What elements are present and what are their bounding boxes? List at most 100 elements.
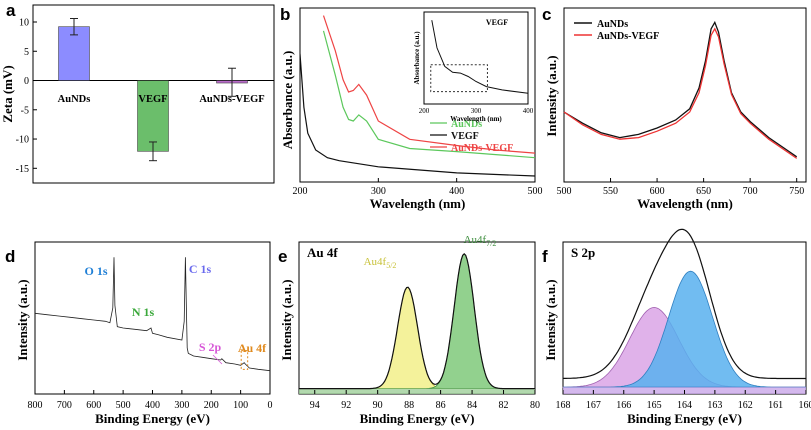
series-line	[563, 20, 798, 158]
x-tick-label: 160	[799, 400, 811, 411]
peak-label: Au4f7/2	[464, 234, 497, 248]
x-tick-label-c: 600	[650, 186, 665, 197]
peak-area	[563, 270, 806, 388]
x-tick-label-c: 750	[789, 186, 804, 197]
envelope-line	[563, 228, 806, 380]
x-tick-label: 166	[616, 400, 631, 411]
peak-annotation: N 1s	[132, 305, 155, 319]
x-axis-title-b: Wavelength (nm)	[370, 196, 466, 211]
x-tick-label: 167	[586, 400, 601, 411]
x-tick-label-d: 200	[204, 400, 219, 411]
y-axis-title-c: Intensity (a.u.)	[544, 55, 559, 136]
bar-aunds	[58, 26, 90, 81]
series-line	[563, 27, 798, 159]
panel-letter-e: e	[278, 247, 287, 266]
y-tick-label-a: -10	[16, 135, 29, 146]
x-tick-label: 86	[436, 400, 446, 411]
y-axis-title: Intensity (a.u.)	[543, 279, 558, 360]
x-tick-label-d: 400	[145, 400, 160, 411]
x-tick-label: 88	[404, 400, 414, 411]
x-tick-label: 80	[530, 400, 540, 411]
x-tick-label-c: 700	[743, 186, 758, 197]
inset-tick-label: 200	[419, 107, 430, 115]
x-tick-label: 161	[768, 400, 783, 411]
series-line-vegf	[300, 53, 535, 177]
x-tick-label: 92	[341, 400, 351, 411]
x-axis-title: Binding Energy (eV)	[627, 411, 742, 426]
peak-annotation: C 1s	[189, 262, 212, 276]
x-tick-label-d: 300	[174, 400, 189, 411]
y-tick-label-a: -5	[21, 105, 29, 116]
inset-frame	[423, 11, 529, 105]
x-tick-label-d: 800	[28, 400, 43, 411]
envelope-line	[299, 252, 535, 390]
peak-label-base: Au4f	[464, 234, 487, 246]
panel-letter-c: c	[542, 5, 551, 24]
legend-label: AuNDs-VEGF	[597, 31, 659, 42]
x-tick-label: 84	[467, 400, 477, 411]
x-tick-label-d: 100	[233, 400, 248, 411]
y-tick-label-a: -15	[16, 164, 29, 175]
baseline-band	[299, 388, 535, 394]
x-tick-label: 90	[373, 400, 383, 411]
x-tick-label: 163	[707, 400, 722, 411]
panel-title: S 2p	[571, 245, 595, 260]
x-tick-label: 165	[647, 400, 662, 411]
x-tick-label-d: 700	[57, 400, 72, 411]
x-tick-label: 168	[556, 400, 571, 411]
panel-title: Au 4f	[307, 245, 338, 260]
legend-label: AuNDs	[451, 119, 482, 130]
panel-letter-a: a	[6, 1, 16, 20]
inset-title: VEGF	[486, 18, 508, 27]
y-tick-label-a: 0	[24, 76, 29, 87]
plot-frame-b	[299, 7, 536, 183]
x-tick-label-d: 500	[116, 400, 131, 411]
inset-tick-label: 400	[523, 107, 534, 115]
y-axis-title: Intensity (a.u.)	[279, 279, 294, 360]
series-line-aunds-vegf	[322, 15, 535, 154]
legend-label: AuNDs	[597, 19, 628, 30]
survey-line	[34, 257, 271, 372]
panel-letter-d: d	[5, 247, 15, 266]
peak-label: Au4f5/2	[364, 256, 397, 270]
x-tick-label-b: 500	[528, 186, 543, 197]
bar-vegf	[137, 80, 169, 152]
x-tick-label-c: 650	[696, 186, 711, 197]
peak-annotation: O 1s	[84, 264, 107, 278]
x-tick-label-d: 0	[268, 400, 273, 411]
peak-area	[299, 286, 535, 389]
x-tick-label-b: 300	[371, 186, 386, 197]
y-axis-title-b: Absorbance (a.u.)	[280, 51, 295, 150]
x-axis-title-d: Binding Energy (eV)	[95, 411, 210, 426]
y-axis-title-a: Zeta (mV)	[0, 65, 15, 122]
x-tick-label: 94	[310, 400, 320, 411]
x-tick-label-d: 600	[86, 400, 101, 411]
category-label: VEGF	[138, 94, 167, 105]
series-line-aunds	[322, 30, 535, 159]
plot-frame-a	[32, 4, 275, 184]
y-tick-label-a: 5	[24, 47, 29, 58]
category-label: AuNDs-VEGF	[199, 94, 264, 105]
legend-label: AuNDs-VEGF	[451, 143, 513, 154]
x-tick-label-c: 550	[603, 186, 618, 197]
inset-line	[431, 20, 529, 94]
plot-frame-c	[563, 7, 807, 183]
panel-letter-b: b	[280, 5, 290, 24]
peak-label-base: Au4f	[364, 256, 387, 268]
inset-highlight-box	[430, 64, 488, 93]
category-label: AuNDs	[58, 94, 91, 105]
y-tick-label-a: 10	[19, 18, 29, 29]
x-tick-label-b: 200	[293, 186, 308, 197]
peak-annotation: S 2p	[199, 340, 222, 354]
panel-letter-f: f	[542, 247, 548, 266]
x-tick-label-b: 400	[449, 186, 464, 197]
au-highlight-box	[240, 350, 249, 370]
x-tick-label: 82	[499, 400, 509, 411]
x-tick-label: 162	[738, 400, 753, 411]
x-tick-label: 164	[677, 400, 692, 411]
inset-tick-label: 300	[471, 107, 482, 115]
inset-y-title: Absorbance (a.u.)	[413, 31, 421, 85]
peak-label-sub: 5/2	[386, 261, 396, 270]
annotation-pointer	[212, 354, 223, 365]
